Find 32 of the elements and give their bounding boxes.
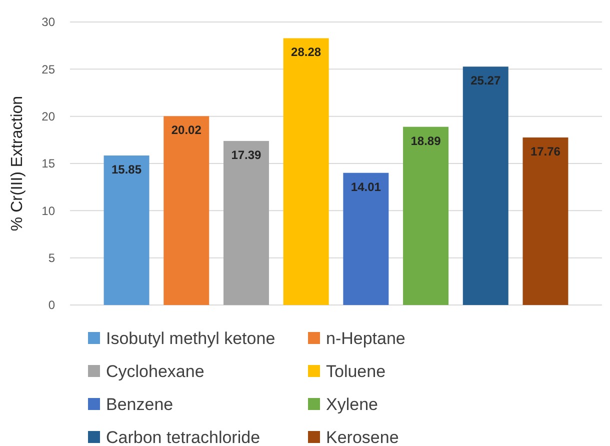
y-tick-label: 20 <box>42 110 56 124</box>
legend-label: Xylene <box>326 394 378 414</box>
y-tick-label: 5 <box>48 251 56 266</box>
bar <box>343 172 389 305</box>
y-tick-label: 10 <box>42 204 56 218</box>
legend-label: Benzene <box>106 394 174 414</box>
data-label: 25.27 <box>470 74 501 88</box>
bar <box>283 38 329 305</box>
data-label: 14.01 <box>350 180 382 194</box>
data-label: 28.28 <box>291 45 322 60</box>
bar <box>104 155 150 305</box>
data-label: 17.76 <box>530 144 561 158</box>
legend-label: Kerosene <box>326 428 399 446</box>
bar <box>223 140 269 305</box>
bar <box>522 137 568 305</box>
y-tick-label: 15 <box>42 156 56 171</box>
legend-label: Cyclohexane <box>106 362 204 381</box>
bar <box>403 126 449 305</box>
y-tick-label: 30 <box>42 15 56 30</box>
y-tick-label: 25 <box>42 62 56 76</box>
legend-label: Isobutyl methyl ketone <box>106 328 276 348</box>
bar <box>164 116 210 305</box>
y-axis-title: % Cr(III) Extraction <box>9 96 26 232</box>
data-label: 15.85 <box>112 162 142 176</box>
data-label: 20.02 <box>171 123 202 138</box>
y-tick-label: 0 <box>48 298 56 312</box>
legend-label: n-Heptane <box>326 328 406 348</box>
legend-label: Toluene <box>326 362 386 381</box>
bar <box>462 66 508 305</box>
data-label: 17.39 <box>231 148 262 162</box>
legend-label: Carbon tetrachloride <box>106 428 260 446</box>
data-label: 18.89 <box>410 134 442 148</box>
